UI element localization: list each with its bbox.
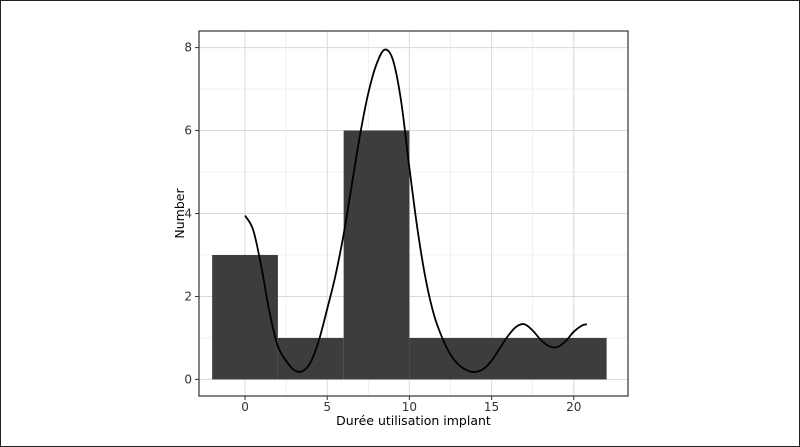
y-tick-label: 2 <box>184 289 192 303</box>
y-tick-label: 6 <box>184 124 192 138</box>
x-tick-label: 15 <box>484 400 499 414</box>
histogram-bar <box>409 337 607 380</box>
x-axis-title: Durée utilisation implant <box>336 413 491 428</box>
histogram-bar <box>277 337 344 380</box>
x-tick-label: 20 <box>566 400 581 414</box>
histogram-bars <box>212 130 607 380</box>
histogram-bar <box>212 254 278 380</box>
histogram-bar <box>343 130 410 380</box>
x-tick-label: 0 <box>241 400 249 414</box>
x-tick-label: 5 <box>323 400 331 414</box>
x-tick-label: 10 <box>402 400 417 414</box>
y-axis-title: Number <box>172 188 187 239</box>
density-curve <box>244 48 588 373</box>
y-tick-label: 0 <box>184 372 192 386</box>
axis-ticks: 0 5 10 15 20 0 2 4 6 8 <box>184 41 581 414</box>
y-tick-label: 8 <box>184 41 192 55</box>
y-tick-label: 4 <box>184 207 192 221</box>
